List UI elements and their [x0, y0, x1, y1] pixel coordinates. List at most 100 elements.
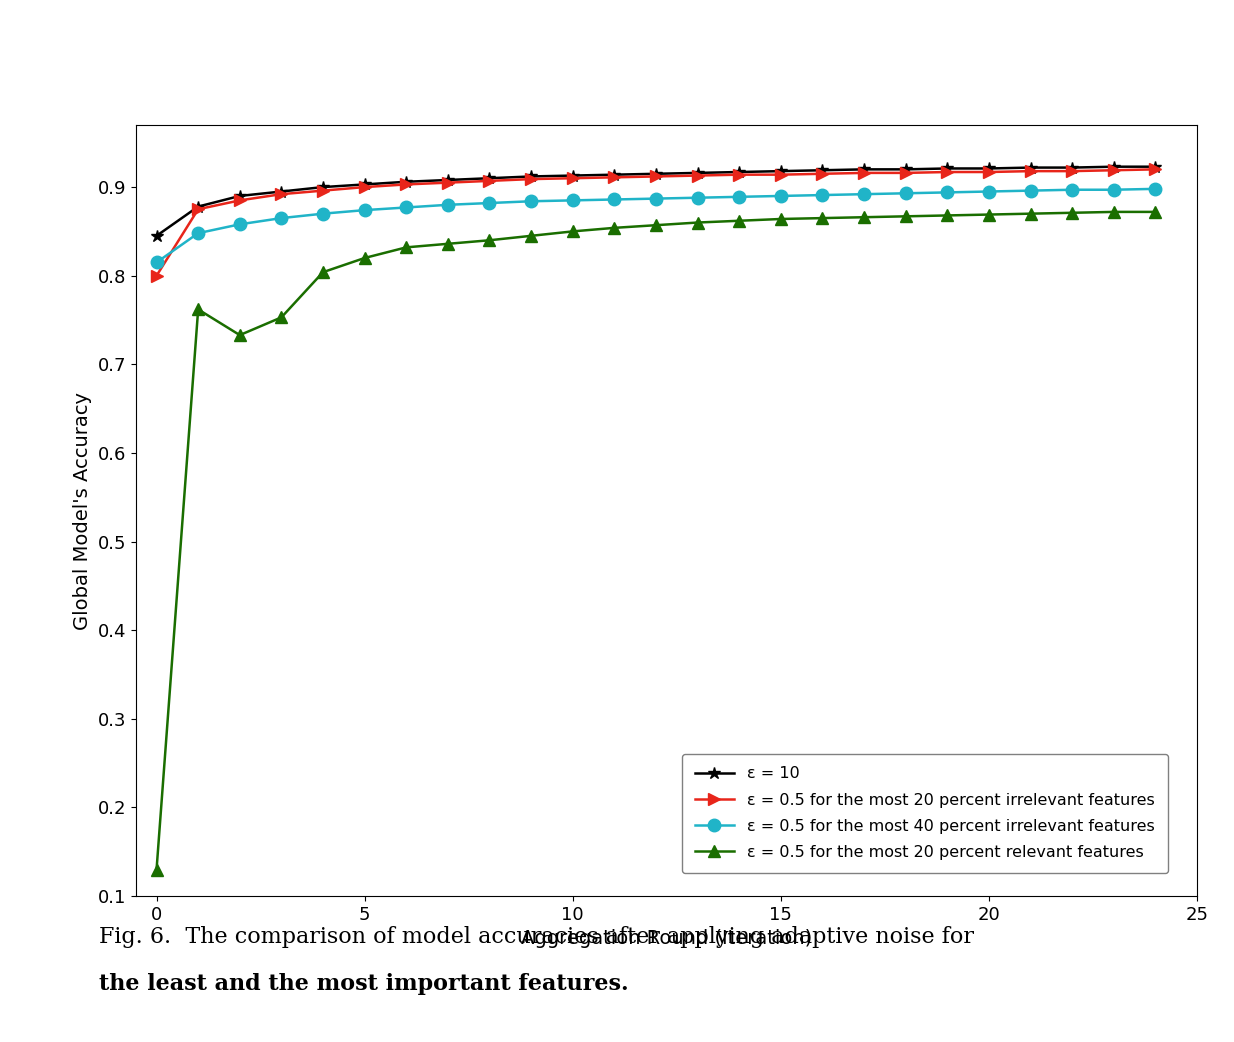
ε = 0.5 for the most 20 percent relevant features [191, 303, 206, 316]
ε = 0.5 for the most 40 percent irrelevant features [357, 204, 371, 217]
ε = 10 [232, 190, 247, 202]
ε = 0.5 for the most 20 percent irrelevant features [1148, 164, 1162, 176]
Legend: ε = 10, ε = 0.5 for the most 20 percent irrelevant features, ε = 0.5 for the mos: ε = 10, ε = 0.5 for the most 20 percent … [681, 753, 1167, 873]
ε = 10 [316, 181, 331, 194]
ε = 0.5 for the most 20 percent irrelevant features [1023, 165, 1038, 177]
ε = 10 [690, 167, 705, 179]
ε = 0.5 for the most 20 percent irrelevant features [690, 169, 705, 181]
ε = 10 [482, 172, 497, 184]
ε = 10 [940, 163, 955, 175]
ε = 10 [565, 169, 580, 181]
ε = 0.5 for the most 40 percent irrelevant features [441, 199, 455, 212]
ε = 0.5 for the most 20 percent irrelevant features [149, 270, 164, 282]
ε = 0.5 for the most 20 percent irrelevant features [940, 166, 955, 178]
Line: ε = 0.5 for the most 20 percent irrelevant features: ε = 0.5 for the most 20 percent irreleva… [151, 164, 1161, 281]
ε = 0.5 for the most 20 percent relevant features [1065, 206, 1080, 219]
ε = 0.5 for the most 20 percent irrelevant features [814, 168, 829, 180]
ε = 0.5 for the most 20 percent relevant features [274, 312, 289, 324]
ε = 10 [149, 229, 164, 242]
ε = 0.5 for the most 20 percent relevant features [1107, 205, 1122, 218]
ε = 0.5 for the most 20 percent irrelevant features [441, 176, 455, 189]
ε = 0.5 for the most 20 percent irrelevant features [399, 178, 413, 191]
Line: ε = 0.5 for the most 20 percent relevant features: ε = 0.5 for the most 20 percent relevant… [151, 205, 1161, 875]
ε = 0.5 for the most 20 percent relevant features [1148, 205, 1162, 218]
ε = 10 [441, 174, 455, 187]
ε = 0.5 for the most 20 percent irrelevant features [607, 171, 622, 183]
ε = 0.5 for the most 40 percent irrelevant features [191, 227, 206, 240]
ε = 10 [856, 164, 871, 176]
ε = 0.5 for the most 40 percent irrelevant features [690, 192, 705, 204]
ε = 0.5 for the most 40 percent irrelevant features [482, 197, 497, 209]
ε = 0.5 for the most 20 percent relevant features [565, 225, 580, 238]
ε = 10 [1065, 162, 1080, 174]
ε = 0.5 for the most 40 percent irrelevant features [149, 256, 164, 269]
ε = 0.5 for the most 40 percent irrelevant features [1107, 183, 1122, 196]
ε = 0.5 for the most 20 percent irrelevant features [191, 203, 206, 216]
ε = 0.5 for the most 40 percent irrelevant features [898, 187, 913, 199]
ε = 0.5 for the most 40 percent irrelevant features [981, 185, 996, 198]
ε = 0.5 for the most 20 percent relevant features [814, 212, 829, 224]
ε = 0.5 for the most 20 percent relevant features [357, 252, 371, 265]
ε = 10 [1148, 160, 1162, 173]
ε = 10 [1023, 162, 1038, 174]
Text: the least and the most important features.: the least and the most important feature… [99, 973, 628, 995]
ε = 0.5 for the most 20 percent relevant features [774, 213, 789, 225]
ε = 10 [774, 165, 789, 177]
ε = 10 [523, 170, 538, 182]
ε = 0.5 for the most 20 percent relevant features [441, 238, 455, 250]
ε = 10 [274, 185, 289, 198]
ε = 0.5 for the most 20 percent relevant features [690, 217, 705, 229]
ε = 0.5 for the most 20 percent relevant features [399, 241, 413, 253]
ε = 0.5 for the most 40 percent irrelevant features [814, 189, 829, 201]
ε = 0.5 for the most 20 percent relevant features [607, 222, 622, 234]
ε = 0.5 for the most 20 percent irrelevant features [274, 188, 289, 200]
X-axis label: Aggregation Round (Iteration): Aggregation Round (Iteration) [521, 929, 812, 948]
ε = 0.5 for the most 20 percent irrelevant features [774, 169, 789, 181]
ε = 10 [898, 164, 913, 176]
ε = 0.5 for the most 20 percent relevant features [981, 208, 996, 221]
Line: ε = 10: ε = 10 [151, 160, 1161, 242]
ε = 0.5 for the most 20 percent irrelevant features [1065, 165, 1080, 177]
ε = 0.5 for the most 20 percent irrelevant features [898, 167, 913, 179]
ε = 0.5 for the most 40 percent irrelevant features [607, 193, 622, 205]
ε = 10 [191, 200, 206, 213]
ε = 0.5 for the most 40 percent irrelevant features [523, 195, 538, 207]
ε = 0.5 for the most 40 percent irrelevant features [316, 207, 331, 220]
ε = 0.5 for the most 20 percent irrelevant features [565, 172, 580, 184]
ε = 0.5 for the most 20 percent irrelevant features [856, 167, 871, 179]
ε = 0.5 for the most 20 percent relevant features [1023, 207, 1038, 220]
ε = 10 [981, 163, 996, 175]
ε = 0.5 for the most 20 percent relevant features [316, 266, 331, 278]
ε = 0.5 for the most 40 percent irrelevant features [1065, 183, 1080, 196]
ε = 0.5 for the most 40 percent irrelevant features [856, 188, 871, 200]
ε = 0.5 for the most 20 percent irrelevant features [649, 170, 664, 182]
ε = 0.5 for the most 20 percent irrelevant features [1107, 164, 1122, 176]
ε = 0.5 for the most 20 percent relevant features [523, 229, 538, 242]
ε = 10 [649, 168, 664, 180]
ε = 0.5 for the most 20 percent relevant features [898, 210, 913, 223]
ε = 0.5 for the most 40 percent irrelevant features [232, 218, 247, 230]
ε = 0.5 for the most 20 percent irrelevant features [316, 184, 331, 197]
ε = 10 [357, 178, 371, 191]
ε = 0.5 for the most 20 percent relevant features [649, 219, 664, 231]
ε = 0.5 for the most 20 percent irrelevant features [482, 175, 497, 188]
ε = 10 [399, 175, 413, 188]
ε = 0.5 for the most 20 percent relevant features [482, 234, 497, 247]
ε = 0.5 for the most 20 percent irrelevant features [232, 194, 247, 206]
ε = 0.5 for the most 20 percent irrelevant features [523, 173, 538, 185]
Text: Fig. 6.  The comparison of model accuracies after applying adaptive noise for: Fig. 6. The comparison of model accuraci… [99, 926, 974, 948]
ε = 0.5 for the most 40 percent irrelevant features [1148, 182, 1162, 195]
ε = 0.5 for the most 40 percent irrelevant features [1023, 184, 1038, 197]
ε = 0.5 for the most 20 percent relevant features [149, 863, 164, 875]
ε = 0.5 for the most 40 percent irrelevant features [649, 193, 664, 205]
ε = 0.5 for the most 40 percent irrelevant features [774, 190, 789, 202]
ε = 0.5 for the most 40 percent irrelevant features [940, 187, 955, 199]
ε = 0.5 for the most 40 percent irrelevant features [274, 212, 289, 224]
ε = 0.5 for the most 40 percent irrelevant features [399, 201, 413, 214]
ε = 10 [1107, 160, 1122, 173]
ε = 0.5 for the most 40 percent irrelevant features [732, 191, 747, 203]
ε = 0.5 for the most 20 percent relevant features [232, 329, 247, 342]
ε = 10 [732, 166, 747, 178]
ε = 0.5 for the most 20 percent relevant features [940, 209, 955, 222]
Y-axis label: Global Model's Accuracy: Global Model's Accuracy [73, 392, 93, 629]
